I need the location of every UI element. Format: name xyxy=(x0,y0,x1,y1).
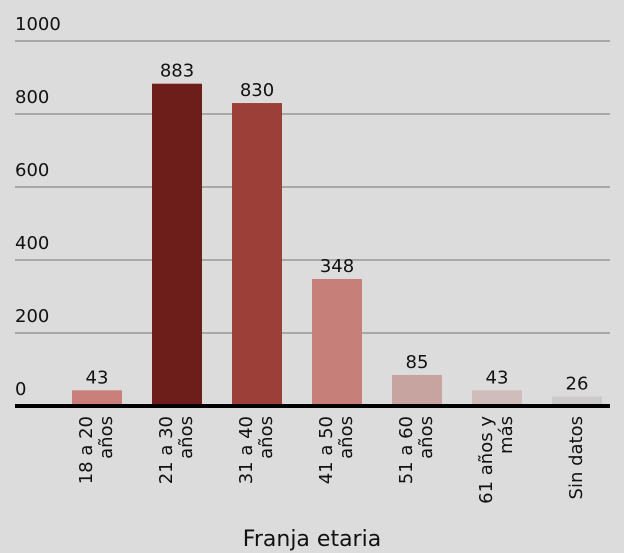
bar xyxy=(232,103,282,407)
x-tick-label: 61 años ymás xyxy=(476,416,517,504)
y-tick-label: 0 xyxy=(15,379,26,400)
x-tick-label-group: 61 años ymás xyxy=(476,416,517,504)
y-tick-label: 200 xyxy=(15,306,49,327)
x-tick-label-group: 21 a 30años xyxy=(156,416,197,484)
value-label: 883 xyxy=(160,61,194,82)
value-label: 85 xyxy=(406,352,429,373)
y-tick-label: 1000 xyxy=(15,14,61,35)
bar xyxy=(72,390,122,406)
value-label: 43 xyxy=(86,367,109,388)
x-tick-label: 18 a 20años xyxy=(76,416,117,484)
x-tick-label-group: Sin datos xyxy=(566,416,587,499)
bar xyxy=(472,390,522,406)
y-tick-label: 400 xyxy=(15,233,49,254)
x-tick-label-group: 41 a 50años xyxy=(316,416,357,484)
value-label: 43 xyxy=(486,367,509,388)
bar xyxy=(552,396,602,406)
y-tick-label: 800 xyxy=(15,87,49,108)
bar xyxy=(312,278,362,406)
y-tick-label: 600 xyxy=(15,160,49,181)
x-tick-label: 41 a 50años xyxy=(316,416,357,484)
x-tick-label-group: 18 a 20años xyxy=(76,416,117,484)
x-tick-label: 51 a 60años xyxy=(396,416,437,484)
value-label: 830 xyxy=(240,80,274,101)
x-tick-label: Sin datos xyxy=(566,416,587,499)
x-tick-label: 21 a 30años xyxy=(156,416,197,484)
value-label: 26 xyxy=(566,374,589,395)
bar xyxy=(152,83,202,406)
x-tick-label: 31 a 40años xyxy=(236,416,277,484)
x-axis-title: Franja etaria xyxy=(243,527,381,552)
bar xyxy=(392,374,442,406)
x-tick-label-group: 51 a 60años xyxy=(396,416,437,484)
x-tick-label-group: 31 a 40años xyxy=(236,416,277,484)
value-label: 348 xyxy=(320,256,354,277)
